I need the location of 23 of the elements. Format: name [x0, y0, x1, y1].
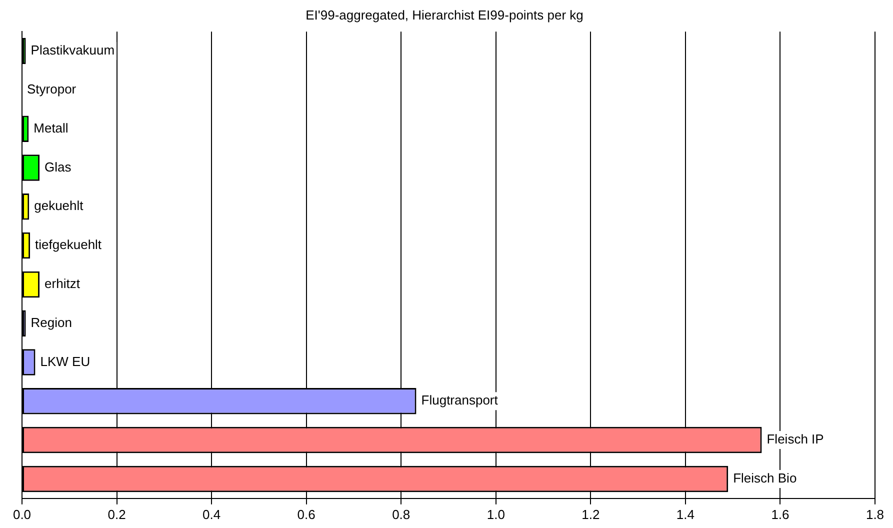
- y-tick-label: Styropor: [27, 82, 77, 97]
- y-tick-label: Fleisch Bio: [733, 470, 797, 486]
- chart-title: EI'99-aggregated, Hierarchist EI99-points per kg: [306, 7, 584, 22]
- y-tick-label: erhitzt: [44, 276, 80, 292]
- x-tick-label: 0.2: [108, 506, 126, 522]
- x-tick-label: 0.4: [202, 506, 221, 522]
- x-tick-label: 0.0: [12, 506, 32, 522]
- x-tick-label: 1.6: [771, 506, 790, 522]
- y-tick-label: gekuehlt: [34, 198, 84, 214]
- y-tick-label: Glas: [44, 159, 72, 174]
- y-tick-label: Fleisch IP: [766, 432, 824, 447]
- y-tick-label: Metall: [34, 120, 68, 136]
- x-tick-label: 0.8: [392, 506, 410, 522]
- y-tick-label: Plastikvakuum: [30, 42, 115, 58]
- x-tick-label: 1.0: [486, 506, 505, 522]
- x-tick-label: 1.4: [676, 506, 694, 522]
- x-tick-label: 0.6: [297, 506, 316, 522]
- y-tick-label: Region: [30, 314, 72, 330]
- y-tick-label: LKW EU: [40, 354, 90, 369]
- y-tick-label: Flugtransport: [421, 392, 498, 408]
- x-tick-label: 1.2: [582, 506, 600, 522]
- y-tick-label: tiefgekuehlt: [35, 237, 102, 252]
- x-tick-label: 1.8: [866, 506, 884, 522]
